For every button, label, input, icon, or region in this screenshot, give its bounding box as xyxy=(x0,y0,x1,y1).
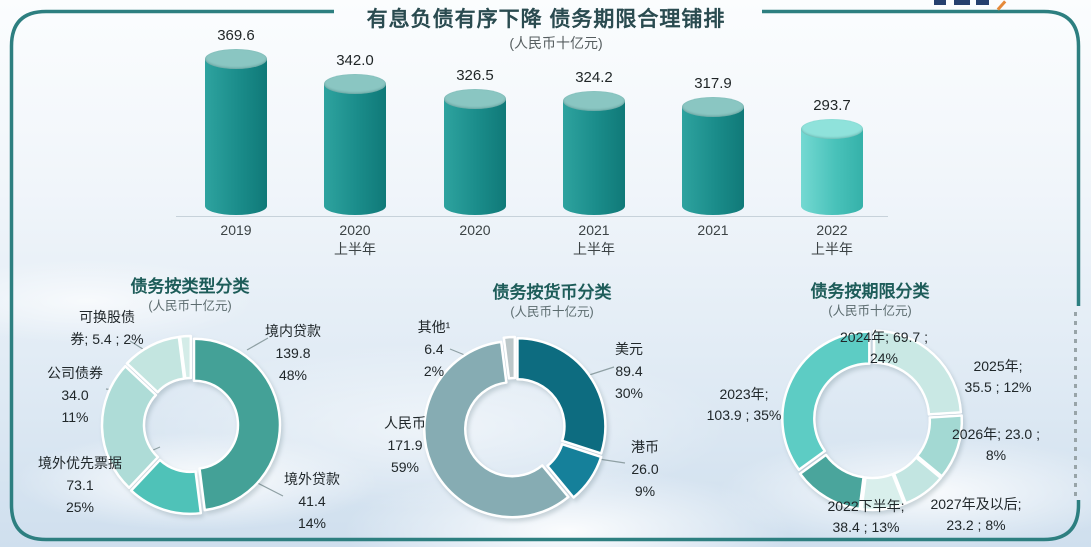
bar-category-label: 2020 上半年 xyxy=(334,222,376,257)
donut-segment-人民币 xyxy=(423,340,570,519)
cylinder-body xyxy=(324,84,386,215)
label-convertible-bonds: 可换股债 券; 5.4 ; 2% xyxy=(70,309,144,347)
cylinder-top xyxy=(324,74,386,94)
label-corporate-bonds: 公司债券 34.0 11% xyxy=(47,365,103,425)
donut-segment-2022下半年 xyxy=(798,453,865,511)
bar-category-label: 2021 xyxy=(697,222,729,238)
bar-category-label: 2020 xyxy=(459,222,491,238)
donut-segment-境内贷款 xyxy=(192,337,282,512)
clipped-logo-icon xyxy=(934,0,1024,11)
logo-stroke xyxy=(954,0,970,5)
bar-category-label: 2022 上半年 xyxy=(811,222,853,257)
donut-segment-2026年 xyxy=(892,456,943,505)
label-domestic-loans: 境内贷款 139.8 48% xyxy=(265,323,321,383)
label-offshore-loans: 境外贷款 41.4 14% xyxy=(284,471,340,531)
cylinder-body xyxy=(205,59,267,215)
logo-orange-stroke xyxy=(996,0,1007,11)
bar-2019: 369.6 xyxy=(205,27,267,215)
bar-value-label: 369.6 xyxy=(217,27,255,44)
logo-stroke xyxy=(976,0,989,5)
bar-2022-h1: 293.7 xyxy=(801,97,863,215)
donut-maturity-unit: (人民币十亿元) xyxy=(828,304,912,318)
cylinder-body xyxy=(682,107,744,215)
label-rmb: 人民币 171.9 59% xyxy=(384,415,426,475)
donut-segment-可换股债券 xyxy=(178,334,193,380)
donut-currency-title: 债务按货币分类 xyxy=(492,283,612,302)
cylinder-top xyxy=(563,91,625,111)
cylinder-body xyxy=(563,101,625,215)
cylinder-body xyxy=(444,99,506,215)
bar-value-label: 317.9 xyxy=(694,75,732,92)
donut-type-title: 债务按类型分类 xyxy=(130,277,250,296)
bar-2020-h1: 342.0 xyxy=(324,52,386,215)
donut-segment-美元 xyxy=(516,336,607,455)
label-2024: 2024年; 69.7 ; 24% xyxy=(840,329,928,366)
cylinder-top xyxy=(801,119,863,139)
logo-stroke xyxy=(934,0,946,5)
donut-segment-2027年及以后 xyxy=(860,472,906,512)
donut-segment-境外优先票据 xyxy=(100,364,160,490)
label-2022-h2: 2022下半年; 38.4 ; 13% xyxy=(827,498,905,535)
label-2026: 2026年; 23.0 ; 8% xyxy=(952,426,1040,463)
donut-segment-2023年 xyxy=(781,330,871,472)
bar-2021-h1: 324.2 xyxy=(563,69,625,215)
donut-segment-其他¹ xyxy=(502,335,517,380)
bar-value-label: 293.7 xyxy=(813,97,851,114)
bar-value-label: 324.2 xyxy=(575,69,613,86)
bar-2021: 317.9 xyxy=(682,75,744,215)
donut-chart-by-maturity xyxy=(781,329,964,512)
donut-chart-by-type xyxy=(100,334,282,516)
bar-2020: 326.5 xyxy=(444,67,506,215)
page-title: 有息负债有序下降 债务期限合理铺排 xyxy=(366,8,726,31)
label-offshore-senior-notes: 境外优先票据 73.1 25% xyxy=(38,455,122,515)
cylinder-top xyxy=(444,89,506,109)
donut-currency-unit: (人民币十亿元) xyxy=(510,305,594,319)
axis-baseline xyxy=(176,216,888,217)
label-2027-and-beyond: 2027年及以后; 23.2 ; 8% xyxy=(930,496,1022,533)
donut-segment-2024年 xyxy=(872,329,963,416)
page-unit-note: (人民币十亿元) xyxy=(509,35,603,51)
donut-segment-2025年 xyxy=(915,414,964,478)
label-hkd: 港币 26.0 9% xyxy=(631,439,659,499)
bar-category-label: 2019 xyxy=(220,222,252,238)
donut-chart-by-currency xyxy=(423,335,607,519)
cylinder-top xyxy=(682,97,744,117)
cylinder-body xyxy=(801,129,863,215)
label-usd: 美元 89.4 30% xyxy=(614,341,644,401)
donut-type-unit: (人民币十亿元) xyxy=(148,299,232,313)
label-2023: 2023年; 103.9 ; 35% xyxy=(706,386,782,423)
donut-segment-港币 xyxy=(546,442,603,499)
label-other-currency: 其他¹ 6.4 2% xyxy=(417,319,451,379)
bar-value-label: 326.5 xyxy=(456,67,494,84)
donut-maturity-title: 债务按期限分类 xyxy=(810,282,930,301)
label-2025: 2025年; 35.5 ; 12% xyxy=(964,358,1032,395)
cylinder-top xyxy=(205,49,267,69)
bar-category-label: 2021 上半年 xyxy=(573,222,615,257)
bar-value-label: 342.0 xyxy=(336,52,374,69)
donut-segment-境外贷款 xyxy=(129,458,203,516)
